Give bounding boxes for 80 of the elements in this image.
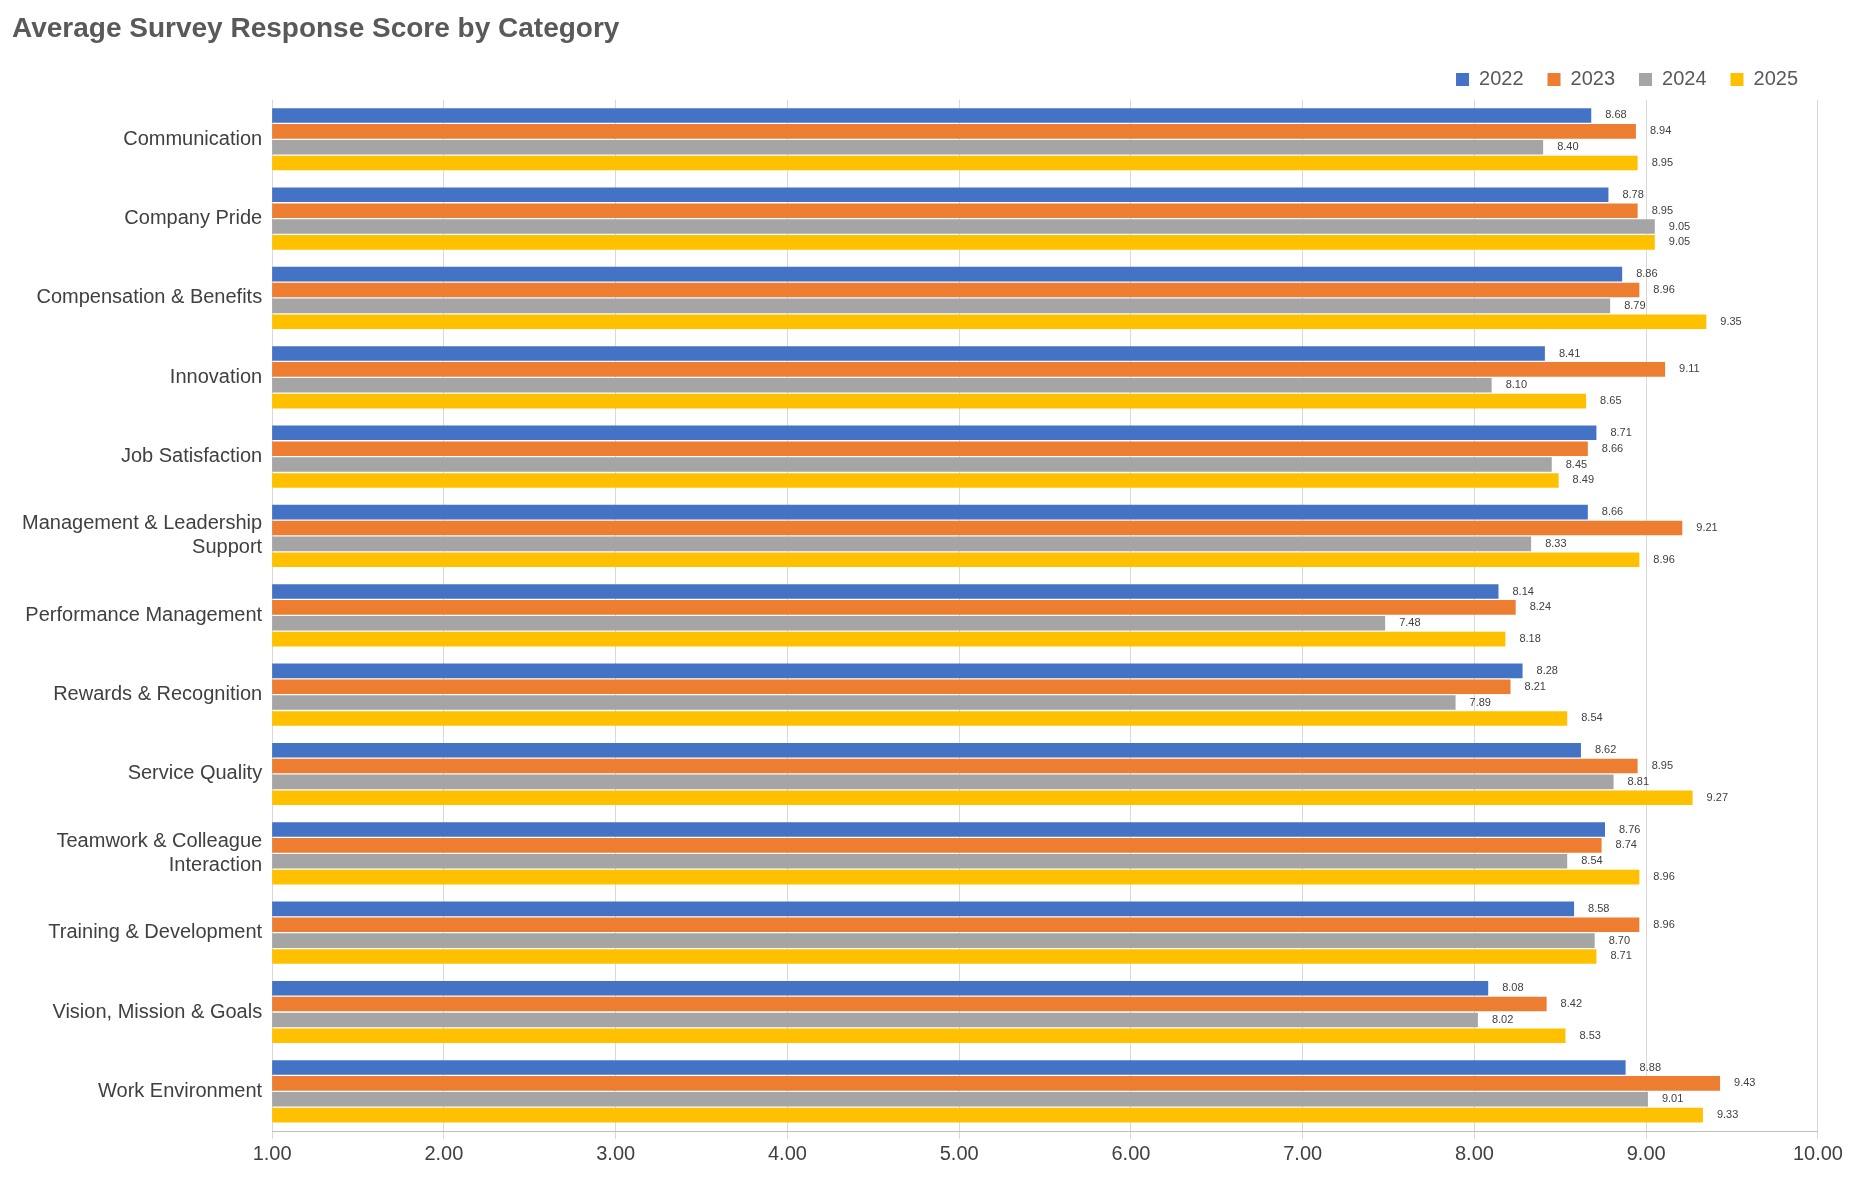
- y-tick-label: Job Satisfaction: [120, 444, 263, 467]
- data-label: 8.08: [1502, 981, 1524, 994]
- data-label: 9.27: [1706, 790, 1729, 803]
- data-label: 8.96: [1653, 917, 1675, 930]
- data-label: 8.95: [1651, 203, 1674, 216]
- x-tick-label: 2.00: [424, 1141, 464, 1164]
- y-tick-label: Training & Development: [48, 920, 263, 943]
- data-label: 8.28: [1536, 663, 1558, 676]
- data-label: 8.96: [1653, 283, 1675, 296]
- x-tick-label: 6.00: [1111, 1141, 1151, 1164]
- y-tick-label: Rewards & Recognition: [53, 682, 263, 705]
- y-tick-label: Company Pride: [124, 206, 263, 229]
- data-label: 8.71: [1610, 425, 1632, 438]
- data-label: 9.35: [1720, 314, 1742, 327]
- data-label: 8.62: [1594, 743, 1617, 756]
- data-label: 8.74: [1615, 838, 1637, 851]
- x-tick-label: 9.00: [1626, 1141, 1666, 1164]
- data-label: 8.78: [1622, 187, 1644, 200]
- y-tick-label: Service Quality: [127, 761, 263, 784]
- data-label: 8.14: [1512, 584, 1534, 597]
- data-label: 8.76: [1619, 822, 1641, 835]
- data-label: 8.24: [1529, 600, 1552, 613]
- data-label: 8.94: [1649, 124, 1672, 137]
- data-label: 8.95: [1651, 759, 1674, 772]
- data-label: 8.33: [1545, 536, 1567, 549]
- x-tick-label: 3.00: [596, 1141, 636, 1164]
- data-label: 8.58: [1588, 901, 1610, 914]
- data-label: 8.71: [1610, 949, 1632, 962]
- data-label: 8.42: [1560, 997, 1583, 1010]
- legend-label: 2022: [1479, 67, 1524, 90]
- data-label: 8.81: [1627, 774, 1650, 787]
- legend-label: 2024: [1662, 67, 1707, 90]
- y-tick-label: Innovation: [169, 364, 263, 387]
- data-label: 8.18: [1519, 632, 1541, 645]
- chart-title: Average Survey Response Score by Category: [12, 11, 620, 43]
- data-label: 8.02: [1491, 1012, 1514, 1025]
- data-label: 8.21: [1524, 679, 1546, 692]
- y-tick-label: Vision, Mission & Goals: [52, 999, 263, 1022]
- data-label: 9.11: [1679, 362, 1700, 375]
- data-label: 8.95: [1651, 156, 1674, 169]
- data-label: 7.89: [1469, 695, 1491, 708]
- data-label: 8.45: [1565, 457, 1588, 470]
- data-label: 8.65: [1600, 394, 1622, 407]
- x-tick-label: 5.00: [939, 1141, 979, 1164]
- data-label: 9.05: [1668, 235, 1691, 248]
- data-label: 8.54: [1581, 854, 1603, 867]
- y-tick-label: Performance Management: [25, 602, 263, 625]
- x-tick-label: 4.00: [767, 1141, 807, 1164]
- data-label: 8.96: [1653, 870, 1675, 883]
- data-label: 7.48: [1399, 616, 1421, 629]
- data-label: 8.70: [1608, 933, 1631, 946]
- data-label: 8.86: [1636, 267, 1658, 280]
- data-label: 8.88: [1639, 1060, 1662, 1073]
- data-label: 8.54: [1581, 711, 1603, 724]
- data-label: 8.66: [1601, 505, 1624, 518]
- data-label: 9.33: [1716, 1108, 1739, 1121]
- y-tick-label: Compensation & Benefits: [36, 285, 263, 308]
- x-tick-label: 1.00: [252, 1141, 292, 1164]
- legend-label: 2023: [1570, 67, 1616, 90]
- data-label: 8.79: [1624, 298, 1646, 311]
- x-tick-label: 7.00: [1283, 1141, 1323, 1164]
- data-label: 9.05: [1668, 219, 1691, 232]
- data-label: 8.40: [1557, 140, 1579, 153]
- data-label: 8.53: [1579, 1028, 1601, 1041]
- x-tick-label: 8.00: [1454, 1141, 1494, 1164]
- data-label: 9.01: [1661, 1092, 1684, 1105]
- data-label: 8.10: [1505, 378, 1528, 391]
- data-label: 9.21: [1696, 521, 1718, 534]
- data-label: 8.66: [1601, 441, 1624, 454]
- legend-label: 2025: [1753, 67, 1799, 90]
- data-label: 8.68: [1605, 108, 1627, 121]
- data-label: 8.49: [1572, 473, 1595, 486]
- data-label: 8.96: [1653, 552, 1675, 565]
- y-tick-label: Work Environment: [98, 1078, 263, 1101]
- x-tick-label: 10.00: [1792, 1141, 1844, 1164]
- y-tick-label: Communication: [123, 126, 263, 149]
- y-tick-label: Management & Leadership Support: [22, 511, 263, 558]
- data-label: 8.41: [1558, 346, 1581, 359]
- data-label: 9.43: [1734, 1076, 1756, 1089]
- y-tick-label: Teamwork & Colleague Interaction: [56, 828, 263, 875]
